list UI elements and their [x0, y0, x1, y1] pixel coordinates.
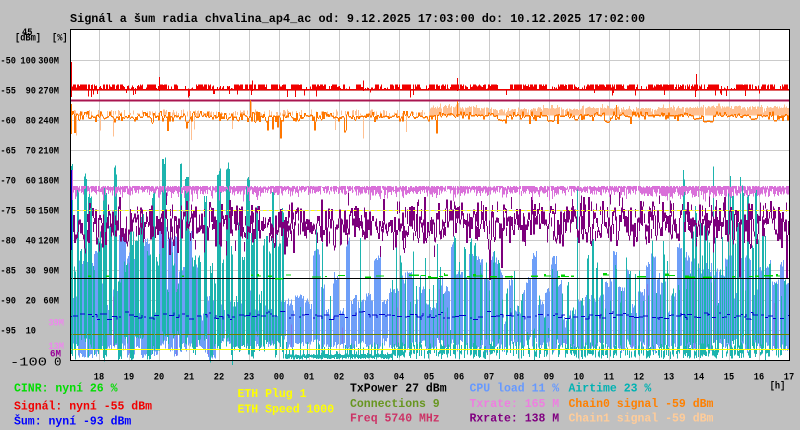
- svg-text:240M: 240M: [38, 117, 59, 128]
- svg-text:CINR: nyní 26 %: CINR: nyní 26 %: [14, 382, 118, 396]
- svg-text:300M: 300M: [38, 57, 59, 68]
- svg-text:05: 05: [424, 373, 434, 384]
- svg-text:10: 10: [574, 373, 584, 384]
- svg-text:-80: -80: [0, 237, 16, 248]
- svg-text:16: 16: [754, 373, 764, 384]
- svg-text:-60: -60: [0, 117, 16, 128]
- svg-text:ETH Plug 1: ETH Plug 1: [238, 387, 307, 401]
- svg-text:-75: -75: [0, 207, 16, 218]
- svg-text:Airtime 23 %: Airtime 23 %: [569, 382, 653, 396]
- svg-text:11: 11: [604, 373, 614, 384]
- svg-text:45: 45: [22, 28, 32, 39]
- svg-text:0: 0: [54, 356, 62, 370]
- svg-text:30: 30: [26, 267, 36, 278]
- svg-text:TxPower 27 dBm: TxPower 27 dBm: [350, 382, 447, 396]
- svg-text:-70: -70: [0, 177, 16, 188]
- svg-text:Rxrate: 138 M: Rxrate: 138 M: [470, 412, 560, 426]
- svg-text:Šum: nyní -93 dBm: Šum: nyní -93 dBm: [14, 414, 131, 429]
- svg-text:60: 60: [26, 177, 36, 188]
- svg-text:07: 07: [484, 373, 494, 384]
- svg-text:100: 100: [20, 57, 36, 68]
- svg-text:17: 17: [784, 373, 794, 384]
- svg-text:03: 03: [364, 373, 374, 384]
- svg-text:[h]: [h]: [770, 381, 786, 393]
- svg-text:Chain0 signal -59 dBm: Chain0 signal -59 dBm: [569, 397, 714, 411]
- svg-text:210M: 210M: [38, 147, 59, 158]
- svg-text:70: 70: [26, 147, 36, 158]
- svg-text:20: 20: [154, 373, 164, 384]
- svg-text:09: 09: [544, 373, 554, 384]
- svg-text:-90: -90: [0, 297, 16, 308]
- svg-text:150M: 150M: [38, 207, 59, 218]
- svg-text:12: 12: [634, 373, 644, 384]
- svg-text:6M: 6M: [50, 350, 61, 361]
- svg-text:13: 13: [664, 373, 674, 384]
- svg-text:-65: -65: [0, 147, 16, 158]
- svg-text:19: 19: [124, 373, 134, 384]
- svg-text:04: 04: [394, 373, 404, 384]
- svg-text:18: 18: [94, 373, 104, 384]
- svg-text:120M: 120M: [38, 237, 59, 248]
- svg-text:14: 14: [694, 373, 704, 384]
- svg-text:-50: -50: [0, 57, 16, 68]
- svg-text:60M: 60M: [43, 297, 59, 308]
- svg-text:Signál: nyní -55 dBm: Signál: nyní -55 dBm: [14, 400, 152, 414]
- svg-text:90: 90: [26, 87, 36, 98]
- svg-text:-85: -85: [0, 267, 16, 278]
- svg-text:[%]: [%]: [52, 33, 68, 45]
- svg-text:06: 06: [454, 373, 464, 384]
- svg-text:22: 22: [214, 373, 224, 384]
- svg-text:-100: -100: [10, 356, 47, 370]
- svg-text:13M: 13M: [48, 342, 64, 353]
- svg-text:Freq 5740 MHz: Freq 5740 MHz: [350, 412, 440, 426]
- svg-text:10: 10: [26, 327, 36, 338]
- svg-text:02: 02: [334, 373, 344, 384]
- svg-text:50: 50: [26, 207, 36, 218]
- svg-text:CPU load 11 %: CPU load 11 %: [470, 382, 560, 396]
- svg-text:39M: 39M: [48, 319, 64, 330]
- svg-text:08: 08: [514, 373, 524, 384]
- svg-text:Chain1 signal -59 dBm: Chain1 signal -59 dBm: [569, 412, 714, 426]
- svg-text:20: 20: [26, 297, 36, 308]
- svg-text:Connections 9: Connections 9: [350, 397, 440, 411]
- svg-text:270M: 270M: [38, 87, 59, 98]
- svg-text:00: 00: [274, 373, 284, 384]
- svg-text:Txrate: 165 M: Txrate: 165 M: [470, 397, 560, 411]
- svg-text:[dBm]: [dBm]: [15, 33, 41, 45]
- svg-text:21: 21: [184, 373, 194, 384]
- svg-text:80: 80: [26, 117, 36, 128]
- svg-text:180M: 180M: [38, 177, 59, 188]
- svg-text:15: 15: [724, 373, 734, 384]
- svg-text:01: 01: [304, 373, 314, 384]
- svg-text:ETH Speed 1000: ETH Speed 1000: [238, 403, 335, 417]
- svg-text:-95: -95: [0, 327, 16, 338]
- svg-text:40: 40: [26, 237, 36, 248]
- svg-text:-55: -55: [0, 87, 16, 98]
- svg-text:Signál a šum radia chvalina_ap: Signál a šum radia chvalina_ap4_ac od: 9…: [70, 12, 645, 26]
- svg-text:23: 23: [244, 373, 254, 384]
- svg-text:90M: 90M: [43, 267, 59, 278]
